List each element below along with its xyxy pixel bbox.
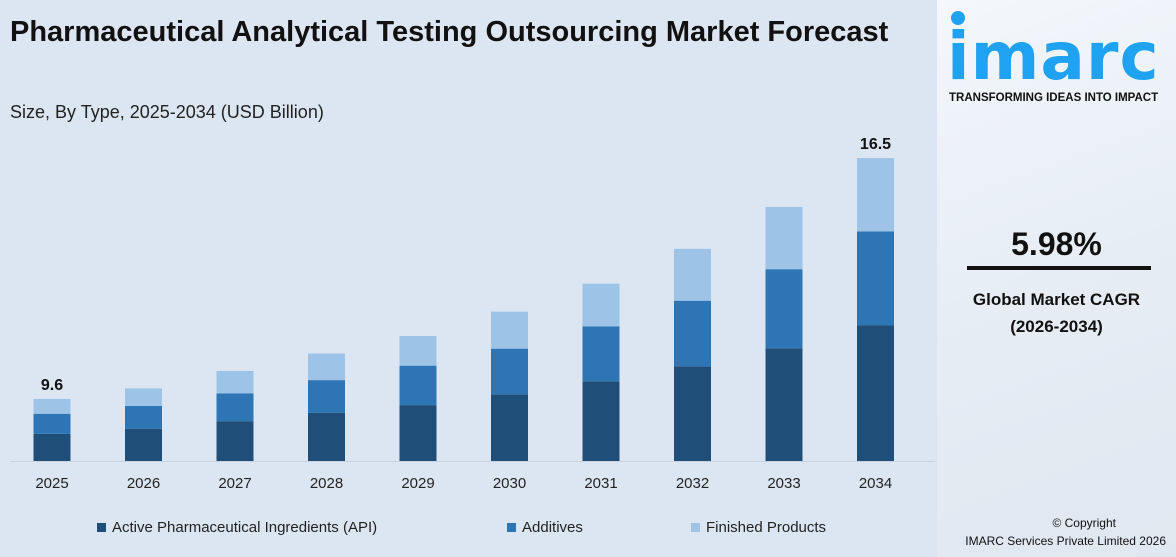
bar-segment-2029-0 <box>399 405 437 461</box>
bar-segment-2033-0 <box>765 348 803 461</box>
copyright-line1: © Copyright <box>1052 516 1116 530</box>
chart-panel: Pharmaceutical Analytical Testing Outsou… <box>10 16 935 536</box>
bar-segment-2028-1 <box>308 380 345 413</box>
bar-segment-2026-1 <box>125 406 162 429</box>
bar-segment-2027-1 <box>216 393 254 422</box>
legend-swatch <box>97 523 106 532</box>
legend-swatch <box>507 523 516 532</box>
bar-segment-2034-1 <box>857 231 894 326</box>
stacked-bar-chart: 2025 9.6 2026 2027 2028 2029 2030 2031 2032 2033 2… <box>10 136 935 492</box>
cagr-value: 5.98% <box>1011 226 1102 262</box>
divider <box>967 266 1151 270</box>
bar-segment-2025-0 <box>33 433 71 461</box>
logo-tagline: TRANSFORMING IDEAS INTO IMPACT <box>949 92 1159 104</box>
data-label: 16.5 <box>860 136 891 153</box>
bar-segment-2027-0 <box>216 421 254 461</box>
bar-segment-2031-0 <box>582 381 620 461</box>
bar-segment-2031-2 <box>582 283 620 327</box>
bar-segment-2025-2 <box>33 398 71 414</box>
info-panel: imarc TRANSFORMING IDEAS INTO IMPACT 5.9… <box>937 0 1176 557</box>
cagr-period: (2026-2034) <box>1010 317 1103 336</box>
bar-segment-2032-1 <box>674 300 711 367</box>
x-tick-label: 2029 <box>401 475 434 492</box>
bar-segment-2029-2 <box>399 336 437 366</box>
bar-segment-2030-0 <box>491 394 528 461</box>
copyright: © Copyright IMARC Services Private Limit… <box>937 514 1176 550</box>
bar-segment-2033-1 <box>765 269 803 349</box>
bar-segment-2032-2 <box>674 248 711 301</box>
bar-segment-2026-0 <box>125 428 162 461</box>
bar-segment-2028-2 <box>308 353 345 381</box>
logo-dot <box>951 11 965 25</box>
cagr-label: Global Market CAGR (2026-2034) <box>937 286 1176 340</box>
x-tick-label: 2030 <box>493 475 526 492</box>
legend-label: Additives <box>522 519 583 536</box>
bar-segment-2028-0 <box>308 412 345 461</box>
legend-item-finished-products: Finished Products <box>691 519 826 536</box>
bar-segment-2031-1 <box>582 326 620 382</box>
x-tick-label: 2032 <box>676 475 709 492</box>
copyright-line2: IMARC Services Private Limited 2026 <box>965 534 1166 548</box>
bar-segment-2029-1 <box>399 365 437 406</box>
bar-segment-2030-1 <box>491 348 528 395</box>
legend-item-api: Active Pharmaceutical Ingredients (API) <box>97 519 377 536</box>
x-tick-label: 2027 <box>218 475 251 492</box>
x-tick-label: 2028 <box>310 475 343 492</box>
chart-subtitle: Size, By Type, 2025-2034 (USD Billion) <box>10 102 324 122</box>
legend-item-additives: Additives <box>507 519 583 536</box>
x-tick-label: 2031 <box>584 475 617 492</box>
legend-label: Active Pharmaceutical Ingredients (API) <box>112 519 378 536</box>
cagr-label-text: Global Market CAGR <box>972 290 1141 309</box>
bar-segment-2034-0 <box>857 325 894 461</box>
bar-segment-2032-0 <box>674 366 711 461</box>
x-tick-label: 2026 <box>127 475 160 492</box>
bar-segment-2027-2 <box>216 370 254 394</box>
bar-segment-2025-1 <box>33 413 71 434</box>
bar-segment-2030-2 <box>491 311 528 349</box>
chart-title: Pharmaceutical Analytical Testing Outsou… <box>10 16 889 48</box>
imarc-logo: imarc <box>947 18 1160 95</box>
bar-segment-2026-2 <box>125 388 162 407</box>
x-tick-label: 2034 <box>859 475 892 492</box>
legend-swatch <box>691 523 700 532</box>
bar-segment-2033-2 <box>765 206 803 270</box>
bar-segment-2034-2 <box>857 158 894 232</box>
data-label: 9.6 <box>41 377 63 394</box>
legend-label: Finished Products <box>706 519 827 536</box>
x-tick-label: 2033 <box>767 475 800 492</box>
x-tick-label: 2025 <box>35 475 68 492</box>
